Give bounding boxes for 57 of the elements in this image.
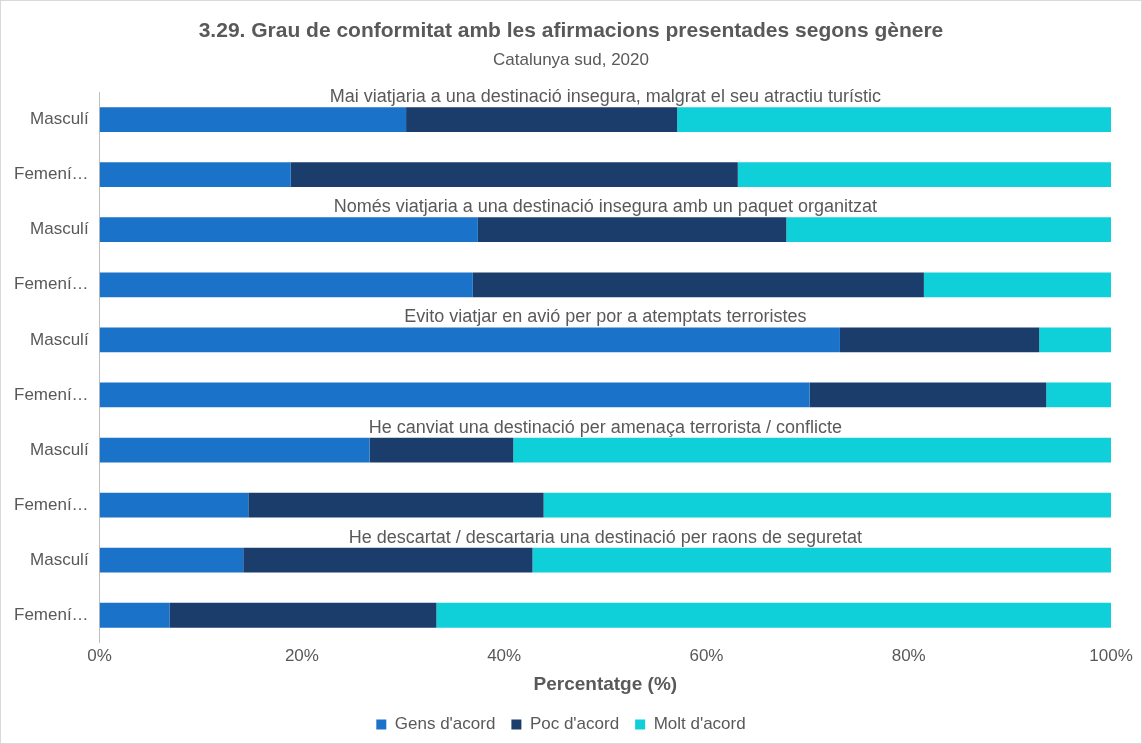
bar [472, 272, 924, 298]
bar [290, 162, 738, 188]
x-tick-label: 60% [689, 645, 724, 665]
bar [99, 107, 407, 132]
x-tick-label: 0% [87, 645, 112, 665]
bar [243, 547, 533, 573]
x-tick-label: 100% [1089, 645, 1133, 665]
y-tick-label: Femení… [13, 164, 89, 184]
bar [677, 107, 1111, 132]
bar [809, 382, 1047, 408]
bar [436, 602, 1111, 628]
chart-subtitle: Catalunya sud, 2020 [492, 50, 650, 70]
y-tick-label: Femení… [13, 604, 89, 624]
annotation: Només viatjaria a una destinació insegura amb un paquet organitzat [333, 196, 877, 217]
bar [99, 327, 840, 353]
bar [99, 547, 244, 573]
y-tick-label: Masculí [30, 329, 89, 349]
y-tick-label: Femení… [13, 274, 89, 294]
bar [169, 602, 437, 628]
bar [99, 437, 370, 463]
x-tick-label: 20% [284, 645, 319, 665]
annotation: Mai viatjaria a una destinació insegura, malgrat el seu atractiu turístic [329, 86, 881, 107]
annotation: He descartat / descartaria una destinació per raons de seguretat [348, 526, 862, 547]
x-axis-title: Percentatge (%) [533, 672, 678, 694]
bar [532, 547, 1111, 573]
bar [737, 162, 1111, 188]
legend-label: Poc d'acord [529, 714, 620, 734]
y-tick-label: Masculí [30, 439, 89, 459]
legend-label: Gens d'acord [394, 714, 496, 734]
bar [369, 437, 514, 463]
bar [839, 327, 1040, 353]
bar [543, 492, 1111, 518]
x-tick-label: 40% [487, 645, 522, 665]
bar [99, 492, 249, 518]
bar [248, 492, 544, 518]
y-tick-label: Femení… [13, 494, 89, 514]
bar [1039, 327, 1111, 353]
y-tick-label: Femení… [13, 384, 89, 404]
y-tick-label: Masculí [30, 219, 89, 239]
legend-label: Molt d'acord [653, 714, 746, 734]
bar [99, 382, 810, 408]
bar [923, 272, 1111, 298]
y-tick-label: Masculí [30, 549, 89, 569]
bar [513, 437, 1111, 463]
bar [99, 217, 478, 243]
y-tick-label: Masculí [30, 109, 89, 129]
x-tick-label: 80% [891, 645, 926, 665]
bar [406, 107, 678, 132]
bar [99, 602, 170, 628]
annotation: He canviat una destinació per amenaça terrorista / conflicte [368, 416, 842, 437]
bar [99, 272, 473, 298]
bar [477, 217, 787, 243]
annotation: Evito viatjar en avió per por a atemptats terroristes [404, 306, 807, 327]
bar [1046, 382, 1111, 408]
bar [99, 162, 291, 188]
bar [786, 217, 1111, 243]
chart-title: 3.29. Grau de conformitat amb les afirmacions presentades segons gènere [197, 17, 945, 43]
